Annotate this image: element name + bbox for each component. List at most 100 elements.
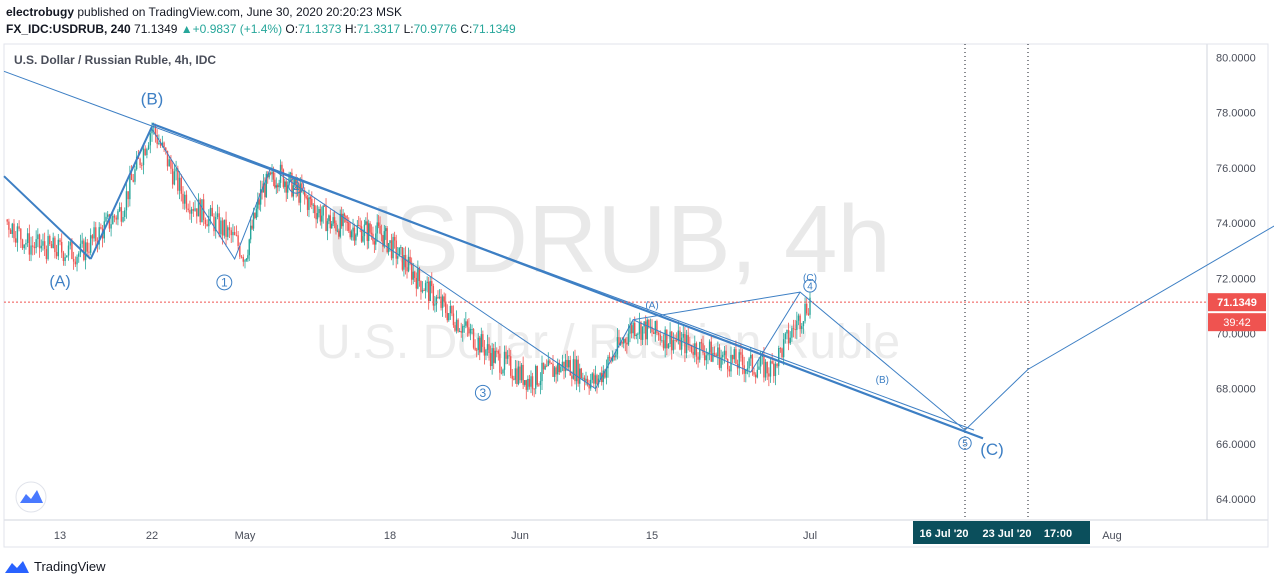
author-name[interactable]: electrobugy [6, 5, 75, 19]
candle-body [500, 372, 503, 374]
candle-body [406, 267, 408, 272]
wave-connector [633, 291, 801, 321]
candle-body [477, 337, 479, 350]
candle-body [591, 373, 593, 380]
candle-body [265, 173, 268, 198]
candle-body [54, 237, 56, 253]
ohlc-line: FX_IDC:USDRUB, 240 71.1349 ▲+0.9837 (+1.… [6, 22, 516, 36]
candle-body [759, 356, 762, 367]
high-label: H: [344, 22, 357, 36]
candle-body [627, 333, 630, 345]
candle-body [26, 233, 29, 244]
candle-body [192, 209, 195, 211]
footer-brand[interactable]: TradingView [4, 559, 106, 574]
countdown-label: 39:42 [1223, 317, 1251, 329]
wave-labels: (B)(A)213(A)(C)4(B)5 (C) [49, 89, 1003, 459]
candle-body [616, 337, 619, 355]
main-trendline [151, 122, 984, 440]
low-value: 70.9776 [413, 22, 457, 36]
candle-body [322, 205, 324, 216]
time-axis-labels: 13 22 May 18 Jun 15 Jul Aug [54, 530, 1122, 542]
time-highlight-label: 23 Jul '20 [982, 528, 1031, 540]
candle-body [328, 215, 330, 222]
candle-body [299, 183, 302, 203]
chart-frame [3, 43, 1269, 548]
candle-body [738, 352, 740, 369]
candle-body [434, 304, 436, 306]
candle-body [764, 361, 767, 378]
price-tick-label: 80.0000 [1216, 53, 1256, 65]
candle-body [84, 242, 87, 261]
candle-body [594, 375, 597, 384]
candle-body [597, 378, 600, 385]
candle-body [553, 367, 556, 377]
candle-body [496, 350, 498, 352]
candlestick-series [6, 122, 811, 400]
candle-body [449, 306, 452, 314]
candle-body [652, 332, 655, 334]
candle-body [248, 239, 250, 256]
candle-body [389, 240, 391, 244]
candle-body [370, 232, 373, 234]
candle-body [298, 184, 300, 203]
current-price-label: 71.1349 [1217, 297, 1257, 309]
candle-body [420, 280, 422, 292]
candle-body [216, 213, 219, 218]
candle-body [547, 360, 549, 367]
candle-body [489, 353, 492, 367]
wave-label-circle [803, 279, 817, 293]
candle-body [130, 174, 133, 180]
candle-body [754, 374, 757, 378]
candle-body [769, 361, 772, 377]
candle-body [318, 209, 320, 214]
candle-body [57, 239, 59, 257]
candle-body [558, 362, 560, 373]
candle-body [161, 142, 164, 146]
candle-body [117, 211, 119, 220]
candle-body [454, 325, 456, 331]
candle-body [21, 239, 24, 249]
candle-body [331, 223, 333, 229]
candle-body [319, 209, 322, 222]
candle-body [278, 182, 280, 188]
candle-body [173, 171, 176, 185]
candle-body [393, 236, 396, 241]
candle-body [32, 245, 34, 247]
candle-body [401, 247, 404, 270]
candle-body [358, 225, 360, 226]
time-tick-label: Jul [803, 530, 817, 542]
candle-body [659, 334, 661, 341]
candle-body [66, 255, 68, 258]
candle-body [285, 181, 287, 193]
price-axis-labels: 80.0000 78.0000 76.0000 74.0000 72.0000 70.00… [1216, 53, 1256, 507]
candle-body [475, 349, 478, 351]
candle-body [574, 359, 576, 382]
candle-body [220, 220, 222, 235]
candle-body [306, 197, 309, 210]
price-tick-label: 72.0000 [1216, 273, 1256, 285]
candle-body [20, 228, 22, 240]
candle-body [213, 216, 215, 232]
price-badges: 71.1349 39:42 [1208, 293, 1266, 332]
candle-body [23, 244, 25, 249]
candle-body [462, 326, 464, 333]
candle-body [566, 359, 568, 368]
high-value: 71.3317 [356, 22, 401, 36]
candle-body [88, 251, 90, 253]
candle-body [386, 228, 388, 253]
candle-body [336, 230, 339, 232]
candle-body [508, 355, 510, 357]
candle-body [338, 230, 340, 237]
candle-body [586, 378, 589, 385]
candle-body [365, 221, 367, 225]
candle-body [455, 319, 458, 331]
candle-body [390, 240, 393, 259]
tradingview-logo-button[interactable] [15, 481, 47, 513]
candle-body [779, 347, 782, 349]
candle-body [59, 239, 61, 242]
candle-body [656, 320, 658, 333]
candle-body [735, 349, 737, 364]
candle-body [194, 208, 196, 211]
open-value: 71.1373 [298, 22, 342, 36]
